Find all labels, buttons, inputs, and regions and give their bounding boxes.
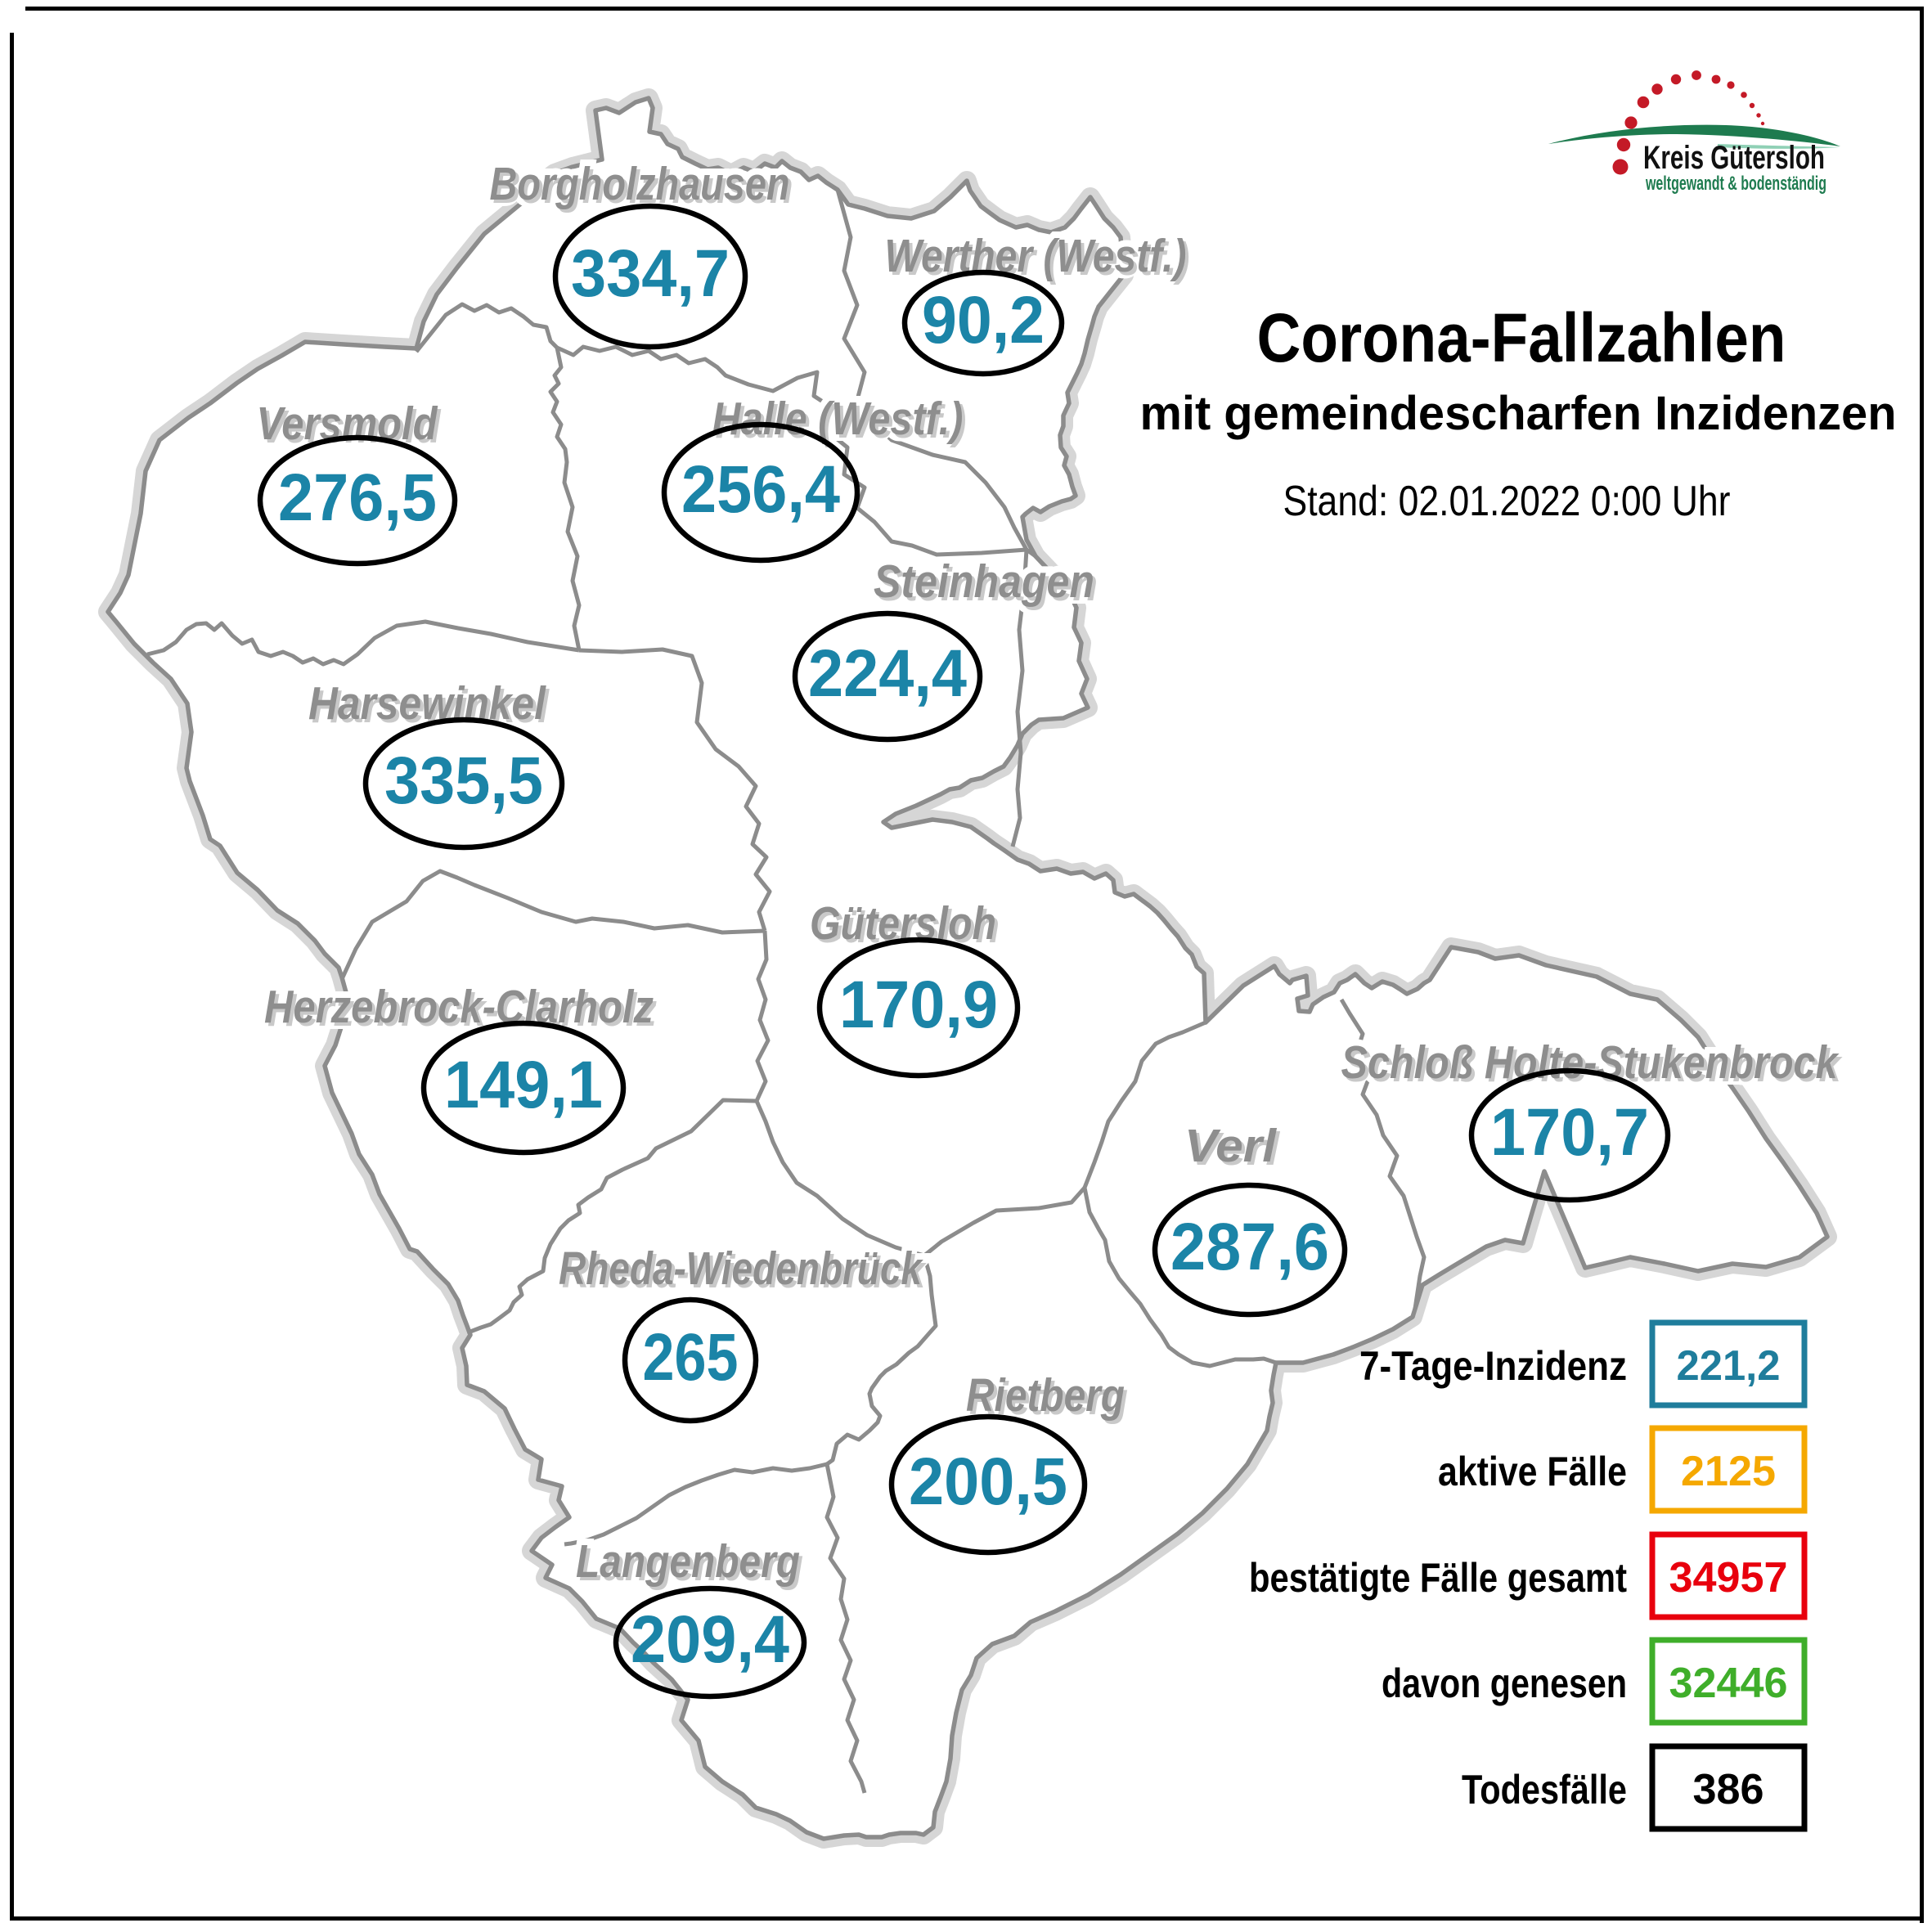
svg-text:Steinhagen: Steinhagen: [877, 559, 1098, 611]
svg-text:Werther (Westf.): Werther (Westf.): [885, 230, 1187, 282]
svg-text:bestätigte Fälle gesamt: bestätigte Fälle gesamt: [1249, 1555, 1627, 1601]
svg-text:mit gemeindescharfen Inzidenze: mit gemeindescharfen Inzidenzen: [1140, 387, 1897, 440]
svg-text:287,6: 287,6: [1170, 1210, 1329, 1284]
svg-text:Rietberg: Rietberg: [966, 1369, 1125, 1422]
svg-text:7-Tage-Inzidenz: 7-Tage-Inzidenz: [1359, 1343, 1627, 1389]
svg-text:Rheda-Wiedenbrück: Rheda-Wiedenbrück: [559, 1242, 924, 1295]
svg-text:Corona-Fallzahlen: Corona-Fallzahlen: [1257, 299, 1786, 376]
svg-text:Versmold: Versmold: [257, 398, 438, 450]
svg-text:265: 265: [643, 1320, 739, 1395]
svg-text:Herzebrock-Clarholz: Herzebrock-Clarholz: [264, 981, 654, 1033]
svg-text:170,9: 170,9: [839, 968, 998, 1042]
svg-text:davon genesen: davon genesen: [1382, 1660, 1627, 1706]
svg-text:Langenberg: Langenberg: [579, 1539, 803, 1591]
svg-text:386: 386: [1693, 1766, 1764, 1813]
svg-text:Gütersloh: Gütersloh: [810, 897, 996, 950]
svg-text:Steinhagen: Steinhagen: [874, 555, 1094, 608]
svg-text:Todesfälle: Todesfälle: [1462, 1767, 1627, 1813]
svg-text:Rheda-Wiedenbrück: Rheda-Wiedenbrück: [562, 1246, 928, 1298]
svg-text:Langenberg: Langenberg: [576, 1535, 800, 1588]
svg-text:Gütersloh: Gütersloh: [813, 901, 1000, 953]
svg-text:Versmold: Versmold: [257, 398, 438, 450]
svg-text:209,4: 209,4: [631, 1602, 789, 1677]
svg-text:32446: 32446: [1669, 1660, 1788, 1707]
svg-text:Schloß Holte-Stukenbrock: Schloß Holte-Stukenbrock: [1341, 1036, 1840, 1089]
svg-text:2125: 2125: [1681, 1448, 1776, 1495]
svg-text:335,5: 335,5: [384, 744, 543, 818]
svg-text:334,7: 334,7: [571, 236, 730, 311]
svg-text:170,7: 170,7: [1490, 1095, 1649, 1170]
svg-text:34957: 34957: [1669, 1554, 1788, 1602]
svg-text:Stand: 02.01.2022 0:00 Uhr: Stand: 02.01.2022 0:00 Uhr: [1283, 478, 1731, 525]
svg-text:Verl: Verl: [1184, 1120, 1277, 1172]
svg-text:weltgewandt & bodenständig: weltgewandt & bodenständig: [1645, 173, 1826, 195]
svg-text:Werther (Westf.): Werther (Westf.): [888, 233, 1190, 285]
svg-text:Rheda-Wiedenbrück: Rheda-Wiedenbrück: [559, 1242, 924, 1295]
svg-text:200,5: 200,5: [909, 1445, 1067, 1519]
svg-text:Halle (Westf.): Halle (Westf.): [712, 393, 964, 445]
svg-text:Kreis Gütersloh: Kreis Gütersloh: [1643, 140, 1825, 176]
svg-text:Verl: Verl: [1184, 1120, 1277, 1172]
svg-text:Schloß Holte-Stukenbrock: Schloß Holte-Stukenbrock: [1345, 1040, 1844, 1092]
svg-text:Borgholzhausen: Borgholzhausen: [490, 158, 790, 210]
svg-text:224,4: 224,4: [808, 636, 967, 711]
svg-text:Verl: Verl: [1188, 1123, 1280, 1175]
svg-text:Steinhagen: Steinhagen: [874, 555, 1094, 608]
svg-text:Schloß Holte-Stukenbrock: Schloß Holte-Stukenbrock: [1341, 1036, 1840, 1089]
svg-text:Werther (Westf.): Werther (Westf.): [885, 230, 1187, 282]
svg-text:aktive Fälle: aktive Fälle: [1438, 1449, 1627, 1494]
svg-text:90,2: 90,2: [922, 283, 1045, 357]
svg-text:276,5: 276,5: [278, 461, 437, 535]
svg-text:149,1: 149,1: [444, 1048, 603, 1122]
svg-text:Herzebrock-Clarholz: Herzebrock-Clarholz: [264, 981, 654, 1033]
svg-text:Halle (Westf.): Halle (Westf.): [712, 393, 964, 445]
svg-text:Langenberg: Langenberg: [576, 1535, 800, 1588]
svg-text:Herzebrock-Clarholz: Herzebrock-Clarholz: [267, 984, 657, 1036]
svg-text:Harsewinkel: Harsewinkel: [308, 677, 546, 730]
svg-text:Versmold: Versmold: [260, 401, 442, 453]
svg-text:Borgholzhausen: Borgholzhausen: [490, 158, 790, 210]
svg-text:256,4: 256,4: [681, 452, 840, 527]
svg-text:221,2: 221,2: [1677, 1342, 1781, 1390]
